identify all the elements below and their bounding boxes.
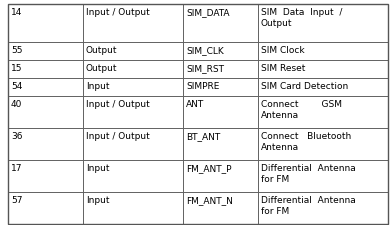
Bar [258,61,388,79]
Bar [258,43,388,61]
Text: SIM  Data  Input  /
Output: SIM Data Input / Output [261,8,342,28]
Bar [83,128,183,160]
Text: FM_ANT_N: FM_ANT_N [186,195,233,204]
Bar [258,97,388,128]
Text: 40: 40 [11,99,22,108]
Text: SIM Card Detection: SIM Card Detection [261,82,348,91]
Bar [8,97,83,128]
Bar [83,79,183,97]
Text: SIM Clock: SIM Clock [261,46,305,55]
Text: 54: 54 [11,82,22,91]
Text: Input: Input [86,163,109,172]
Bar [183,160,258,192]
Bar [258,79,388,97]
Bar [83,61,183,79]
Bar [8,43,83,61]
Bar [183,97,258,128]
Bar [183,61,258,79]
Text: 55: 55 [11,46,22,55]
Bar [8,5,83,43]
Text: SIMPRE: SIMPRE [186,82,220,91]
Text: 14: 14 [11,8,22,17]
Bar [83,97,183,128]
Text: Input: Input [86,82,109,91]
Bar [183,128,258,160]
Text: SIM_DATA: SIM_DATA [186,8,229,17]
Text: 17: 17 [11,163,22,172]
Bar [258,160,388,192]
Bar [183,192,258,224]
Text: Connect        GSM
Antenna: Connect GSM Antenna [261,99,342,120]
Text: Differential  Antenna
for FM: Differential Antenna for FM [261,195,356,216]
Text: Differential  Antenna
for FM: Differential Antenna for FM [261,163,356,184]
Text: Output: Output [86,64,118,73]
Bar [83,43,183,61]
Bar [183,5,258,43]
Bar [8,128,83,160]
Bar [83,5,183,43]
Bar [258,5,388,43]
Text: Input / Output: Input / Output [86,131,150,140]
Text: Input / Output: Input / Output [86,99,150,108]
Text: SIM Reset: SIM Reset [261,64,305,73]
Text: SIM_CLK: SIM_CLK [186,46,224,55]
Bar [8,192,83,224]
Bar [183,79,258,97]
Text: BT_ANT: BT_ANT [186,131,220,140]
Text: Connect   Bluetooth
Antenna: Connect Bluetooth Antenna [261,131,351,152]
Bar [83,192,183,224]
Bar [8,160,83,192]
Text: ANT: ANT [186,99,204,108]
Bar [183,43,258,61]
Text: SIM_RST: SIM_RST [186,64,224,73]
Text: FM_ANT_P: FM_ANT_P [186,163,232,172]
Bar [83,160,183,192]
Bar [258,192,388,224]
Text: Output: Output [86,46,118,55]
Text: 15: 15 [11,64,22,73]
Text: Input: Input [86,195,109,204]
Text: Input / Output: Input / Output [86,8,150,17]
Bar [8,79,83,97]
Bar [8,61,83,79]
Text: 57: 57 [11,195,22,204]
Text: 36: 36 [11,131,22,140]
Bar [258,128,388,160]
